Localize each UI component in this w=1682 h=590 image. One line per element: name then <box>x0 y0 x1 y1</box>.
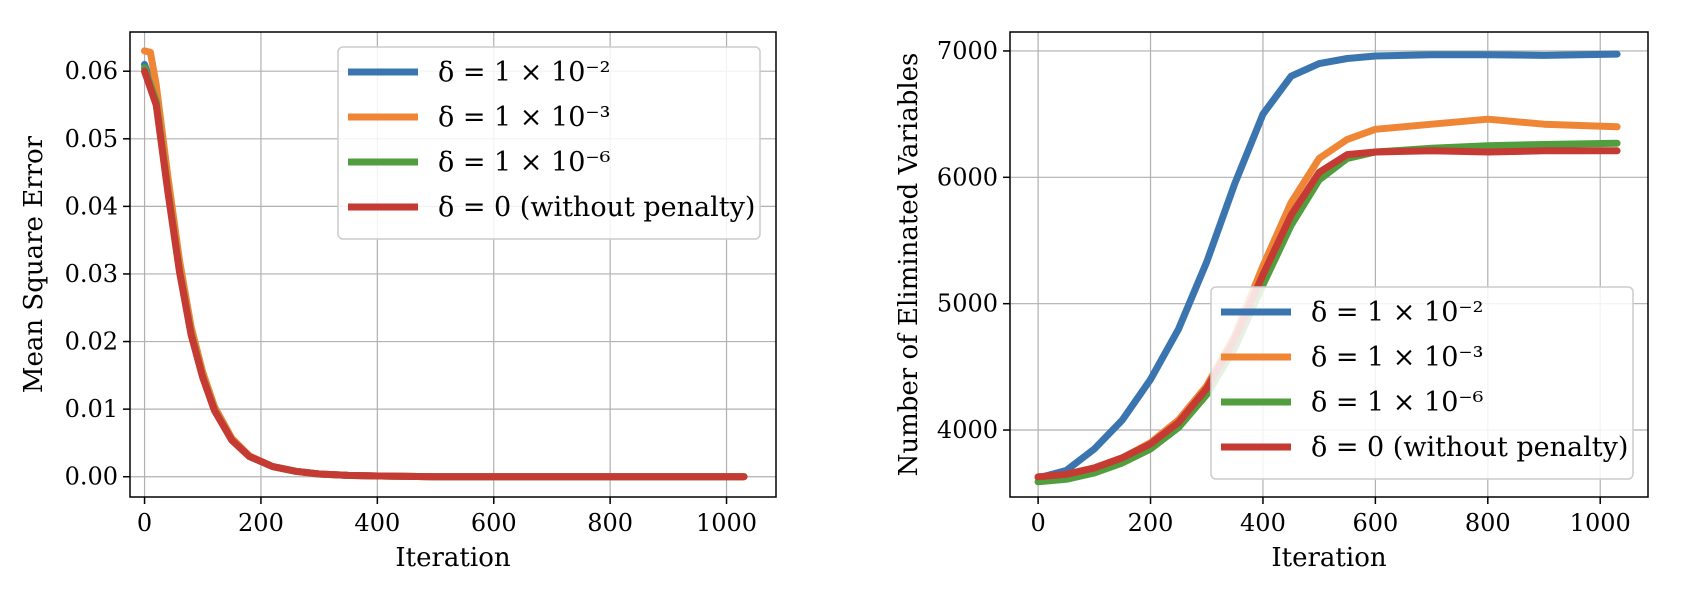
x-tick-label: 1000 <box>696 509 757 537</box>
x-tick-label: 800 <box>1465 509 1511 537</box>
chart-2: 0 200 400 600 800 1000 4000 5000 6000 7000 Iterati… <box>894 31 1649 573</box>
legend-label: δ = 1 × 10⁻⁶ <box>1311 387 1484 418</box>
y-tick-label: 0.01 <box>65 395 118 423</box>
x-tick-label: 800 <box>587 509 633 537</box>
legend-box <box>1210 286 1634 480</box>
series-line-1 <box>1034 50 1621 482</box>
legend-label: δ = 1 × 10⁻³ <box>438 102 610 133</box>
y-tick-label: 5000 <box>937 290 998 318</box>
legend-label: δ = 1 × 10⁻² <box>438 57 610 88</box>
chart-1: 0 200 400 600 800 1000 0.00 0.01 0.02 0.03 0.04 0.0… <box>19 31 777 573</box>
y-tick-label: 0.00 <box>65 463 118 491</box>
x-axis-label: Iteration <box>395 543 510 573</box>
legend-box <box>337 46 761 240</box>
x-tick-label: 600 <box>471 509 517 537</box>
y-tick-label: 6000 <box>937 163 998 191</box>
legend-label: δ = 0 (without penalty) <box>438 192 755 223</box>
y-tick-label: 0.04 <box>65 192 118 220</box>
x-tick-label: 0 <box>1030 509 1045 537</box>
legend-label: δ = 1 × 10⁻³ <box>1311 342 1483 373</box>
legend: δ = 1 × 10⁻² δ = 1 × 10⁻³ δ = 1 × 10⁻⁶ δ = … <box>337 46 761 240</box>
plot-frame <box>129 31 777 498</box>
x-axis-label: Iteration <box>1271 543 1386 573</box>
x-tick-label: 400 <box>1240 509 1286 537</box>
y-axis-label: Number of Eliminated Variables <box>894 53 924 477</box>
x-tick-label: 200 <box>238 509 284 537</box>
x-tick-label: 0 <box>137 509 152 537</box>
legend-label: δ = 1 × 10⁻² <box>1311 297 1483 328</box>
legend-label: δ = 0 (without penalty) <box>1311 432 1628 463</box>
y-tick-label: 0.06 <box>65 57 118 85</box>
y-tick-label: 0.05 <box>65 125 118 153</box>
series-line-4 <box>1034 147 1621 481</box>
legend: δ = 1 × 10⁻² δ = 1 × 10⁻³ δ = 1 × 10⁻⁶ δ = … <box>1210 286 1634 480</box>
x-tick-label: 200 <box>1128 509 1174 537</box>
y-axis-label: Mean Square Error <box>19 135 49 393</box>
plot-frame <box>1009 31 1649 498</box>
y-tick-label: 4000 <box>937 416 998 444</box>
series-line-4 <box>141 67 748 481</box>
x-tick-label: 400 <box>354 509 400 537</box>
y-tick-label: 0.03 <box>65 260 118 288</box>
y-tick-label: 0.02 <box>65 328 118 356</box>
x-tick-label: 600 <box>1352 509 1398 537</box>
y-tick-label: 7000 <box>937 37 998 65</box>
legend-label: δ = 1 × 10⁻⁶ <box>438 147 611 178</box>
x-tick-label: 1000 <box>1570 509 1631 537</box>
series-line-3 <box>1034 139 1621 486</box>
